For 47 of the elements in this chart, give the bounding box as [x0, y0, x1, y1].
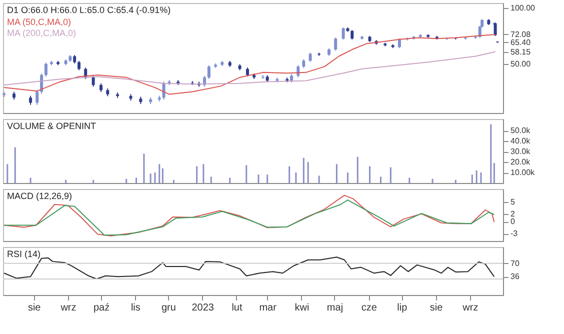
y-tick-label: 5 — [510, 198, 516, 206]
y-tick-label: 50.00 — [510, 59, 532, 68]
candlestick — [350, 30, 354, 40]
chart-title: RSI (14) — [7, 249, 41, 259]
x-tick-label: sie — [430, 302, 444, 314]
x-tick-label: 2023 — [192, 302, 214, 314]
candlestick — [44, 62, 48, 77]
text: MA (200,C,MA,0) — [7, 28, 76, 38]
y-tick-label: 0 — [510, 217, 516, 226]
candlestick — [92, 75, 95, 88]
candlestick — [36, 89, 39, 106]
x-tick-label: paź — [93, 302, 110, 314]
x-tick-label: lip — [397, 302, 408, 314]
x-tick-label: maj — [326, 302, 344, 314]
x-tick-label: mar — [259, 302, 278, 314]
x-tick-label: cze — [361, 302, 378, 314]
y-tick-label: 30.0k — [510, 147, 532, 156]
y-tick-label: 65.40 — [510, 38, 532, 47]
y-tick-label: 70 — [510, 258, 520, 268]
candlestick — [342, 26, 345, 40]
y-tick-label: 100.00 — [510, 4, 536, 13]
x-tick-label: kwi — [294, 302, 310, 314]
y-tick-label: 50.0k — [510, 126, 532, 136]
candlestick — [77, 60, 80, 71]
chart-title: MACD (12,26,9) — [7, 191, 72, 201]
y-tick-label: 36 — [510, 272, 520, 282]
y-tick-label: 72.08 — [510, 30, 532, 39]
chart-title: VOLUME & OPENINT — [7, 121, 97, 131]
y-tick-label: 2 — [510, 209, 516, 218]
x-tick-label: wrz — [60, 302, 76, 314]
candlestick — [29, 95, 32, 106]
y-tick-label: -3 — [510, 229, 518, 238]
y-tick-label: 58.15 — [510, 47, 532, 56]
candlestick — [308, 52, 312, 62]
candlestick — [398, 38, 401, 49]
chart-title: D1 O:66.0 H:66.0 L:65.0 C:65.4 (-0.91%) — [7, 5, 171, 15]
candlestick — [207, 64, 210, 80]
y-tick-label: 10.00k — [510, 168, 536, 178]
text: MA (50,C,MA,0) — [7, 17, 72, 27]
x-tick-label: lut — [232, 302, 242, 314]
x-tick-label: wrz — [462, 302, 478, 314]
x-tick-label: lis — [130, 302, 140, 314]
x-tick-label: sie — [28, 302, 42, 314]
candlestick — [334, 37, 338, 52]
y-tick-label: 20.0k — [510, 158, 532, 167]
x-tick-label: gru — [161, 302, 176, 314]
y-tick-label: 40.0k — [510, 136, 532, 146]
